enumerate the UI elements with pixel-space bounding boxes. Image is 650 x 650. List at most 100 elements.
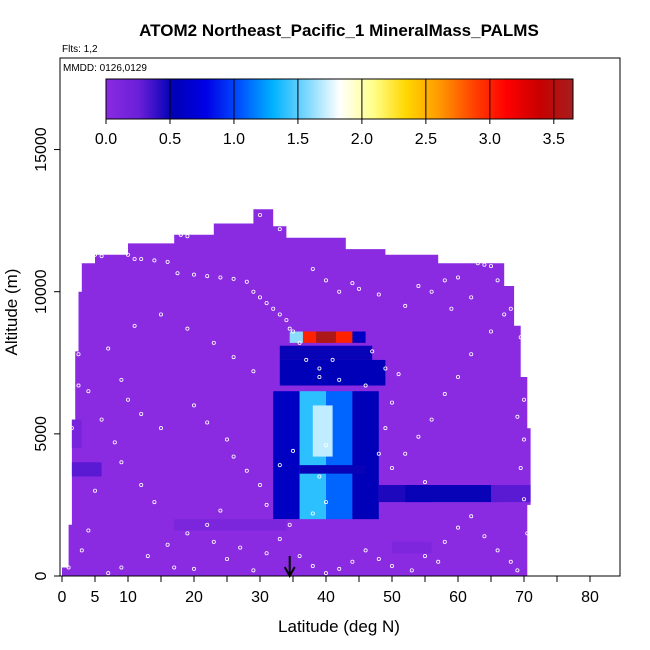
sample-point <box>350 281 355 286</box>
sample-point <box>185 234 190 239</box>
sample-point <box>119 565 124 570</box>
x-tick-label: 70 <box>515 589 533 606</box>
sample-point <box>257 483 262 488</box>
sample-point <box>370 349 375 354</box>
heatmap-cell <box>352 331 366 343</box>
sample-point <box>455 374 460 379</box>
heatmap-cell <box>279 345 373 360</box>
sample-point <box>376 451 381 456</box>
y-tick-label: 15000 <box>33 127 50 172</box>
heatmap-cell <box>174 519 287 531</box>
sample-point <box>317 474 322 479</box>
sample-point <box>482 534 487 539</box>
heatmap-cell <box>392 541 432 554</box>
sample-point <box>218 508 223 513</box>
sample-point <box>257 295 262 300</box>
sample-point <box>93 252 98 257</box>
sample-point <box>231 355 236 360</box>
heatmap-cell <box>279 359 386 386</box>
sample-point <box>175 271 180 276</box>
sample-point <box>79 548 84 553</box>
sample-point <box>317 374 322 379</box>
sample-point <box>126 397 131 402</box>
sample-point <box>76 352 81 357</box>
sample-point <box>389 564 394 569</box>
sample-point <box>191 566 196 571</box>
sample-point <box>376 556 381 561</box>
colorbar-tick-label: 3.0 <box>479 131 501 148</box>
sample-point <box>297 340 302 345</box>
sample-point <box>323 443 328 448</box>
sample-point <box>376 292 381 297</box>
sample-point <box>106 346 111 351</box>
sample-point <box>158 312 163 317</box>
sample-point <box>119 460 124 465</box>
sample-point <box>449 306 454 311</box>
heatmap-cell <box>312 405 333 457</box>
heatmap-cell <box>289 331 303 343</box>
sample-point <box>337 289 342 294</box>
x-axis-label: Latitude (deg N) <box>278 617 400 636</box>
sample-point <box>277 537 282 542</box>
sample-point <box>502 312 507 317</box>
sample-point <box>403 303 408 308</box>
arrow-head <box>283 566 296 579</box>
x-tick-label: 10 <box>119 589 137 606</box>
sample-point <box>442 539 447 544</box>
sample-point <box>290 329 295 334</box>
colorbar-tick-label: 2.0 <box>351 131 373 148</box>
sample-point <box>126 252 131 257</box>
sample-point <box>119 377 124 382</box>
sample-point <box>172 565 177 570</box>
sample-point <box>416 284 421 289</box>
sample-point <box>264 551 269 556</box>
x-tick-label: 30 <box>251 589 269 606</box>
sample-point <box>112 440 117 445</box>
heatmap-cell <box>316 331 336 343</box>
colorbar-tick-label: 1.0 <box>223 131 245 148</box>
sample-point <box>284 318 289 323</box>
sample-point <box>99 254 104 259</box>
sample-point <box>132 323 137 328</box>
sample-point <box>323 278 328 283</box>
sample-point <box>185 326 190 331</box>
sample-point <box>363 383 368 388</box>
x-tick-label: 80 <box>581 589 599 606</box>
sample-point <box>211 340 216 345</box>
sample-point <box>178 232 183 237</box>
sample-point <box>132 257 137 262</box>
sample-point <box>277 312 282 317</box>
sample-point <box>522 397 527 402</box>
sample-point <box>442 392 447 397</box>
sample-point <box>475 261 480 266</box>
sample-point <box>139 411 144 416</box>
sample-point <box>383 426 388 431</box>
sample-point <box>205 274 210 279</box>
sample-point <box>422 554 427 559</box>
heatmap-cell <box>299 465 366 474</box>
flights-note: Flts: 1,2 <box>62 44 98 55</box>
colorbar-tick-label: 3.5 <box>543 131 565 148</box>
sample-point <box>455 275 460 280</box>
sample-point <box>525 531 530 536</box>
sample-point <box>287 522 292 527</box>
y-axis-label: Altitude (m) <box>2 269 21 356</box>
sample-point <box>396 372 401 377</box>
plot-frame <box>59 57 621 577</box>
x-axis: 0 5 10 20 30 40 50 60 70 80 <box>58 576 599 606</box>
sample-point <box>218 275 223 280</box>
sample-point <box>508 306 513 311</box>
sample-point <box>205 522 210 527</box>
sample-point <box>99 417 104 422</box>
heatmap-cell <box>273 391 300 520</box>
sample-point <box>436 559 441 564</box>
latitude-marker-arrow <box>283 556 296 579</box>
sample-point <box>488 329 493 334</box>
sample-point <box>139 483 144 488</box>
sample-point <box>244 211 249 216</box>
sample-point <box>106 571 111 576</box>
sample-point <box>330 357 335 362</box>
sample-point <box>93 488 98 493</box>
sample-point <box>152 258 157 263</box>
